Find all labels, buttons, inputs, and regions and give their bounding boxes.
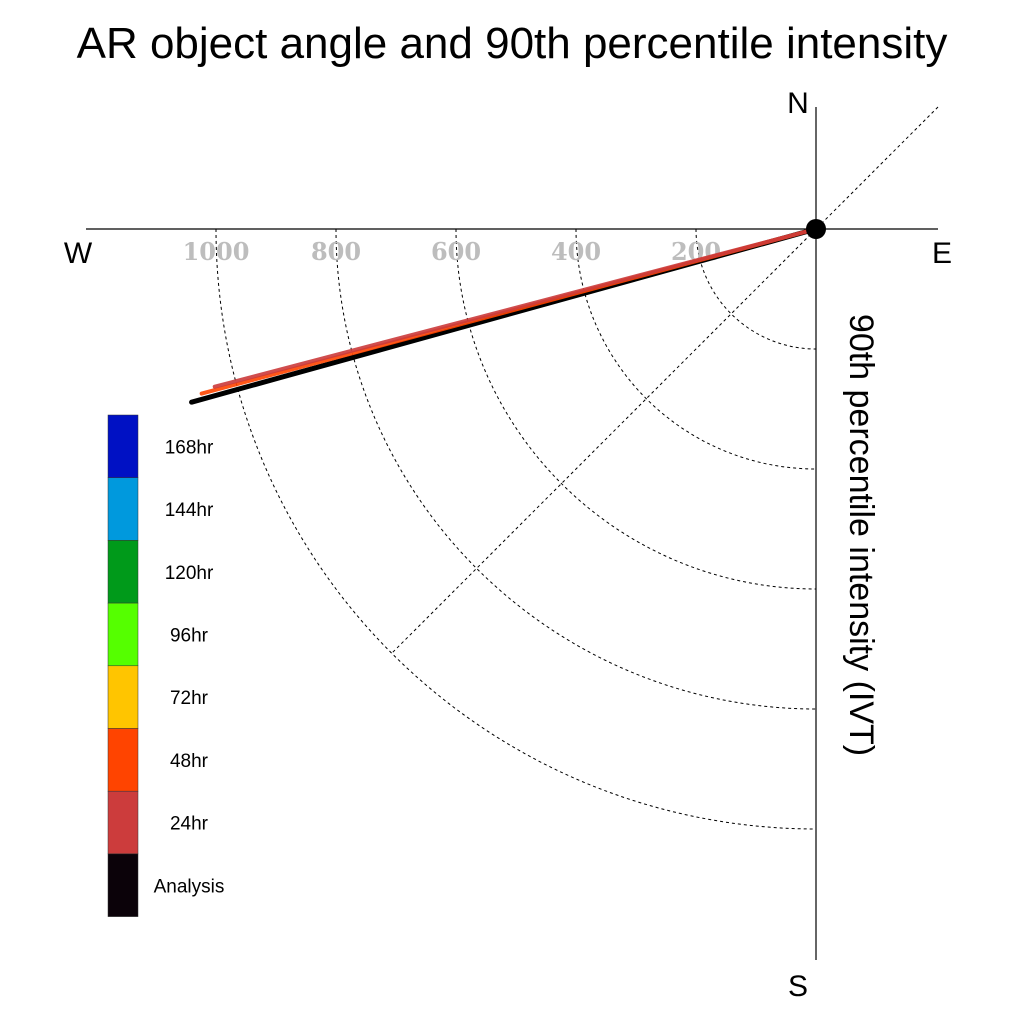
chart-series — [189, 219, 826, 405]
legend: 168hr 144hr 120hr 96hr 72hr 48hr 24hr Analysis — [107, 414, 225, 917]
compass-east-label: E — [932, 237, 952, 270]
legend-swatch-120hr — [107, 540, 139, 604]
tick-label-400: 400 — [551, 237, 601, 266]
chart-axes — [86, 107, 938, 960]
legend-label-168hr: 168hr — [165, 437, 214, 458]
grid-ring-600 — [455, 228, 817, 590]
chart-title: AR object angle and 90th percentile inte… — [77, 19, 948, 68]
legend-swatch-72hr — [107, 665, 139, 729]
compass-west-label: W — [64, 237, 93, 270]
compass-south-label: S — [788, 970, 808, 1003]
legend-label-144hr: 144hr — [165, 500, 214, 521]
radial-axis-label: 90th percentile intensity (IVT) — [842, 314, 880, 756]
grid-diagonal — [391, 106, 939, 654]
legend-label-48hr: 48hr — [170, 751, 209, 772]
legend-label-120hr: 120hr — [165, 563, 214, 584]
legend-label-72hr: 72hr — [170, 688, 209, 709]
legend-label-analysis: Analysis — [154, 876, 225, 897]
legend-swatch-analysis — [107, 853, 139, 917]
tick-label-800: 800 — [311, 237, 361, 266]
grid-ring-400 — [575, 228, 817, 470]
origin-point — [806, 219, 826, 239]
grid-ring-1000 — [215, 228, 817, 830]
compass-north-label: N — [787, 87, 809, 120]
tick-label-600: 600 — [431, 237, 481, 266]
legend-swatch-168hr — [107, 414, 139, 478]
legend-swatch-24hr — [107, 790, 139, 855]
tick-label-1000: 1000 — [183, 237, 250, 266]
legend-swatch-144hr — [107, 477, 139, 541]
legend-label-24hr: 24hr — [170, 814, 209, 835]
legend-label-96hr: 96hr — [170, 625, 209, 646]
series-line-24hr — [212, 227, 818, 389]
legend-swatch-96hr — [107, 602, 139, 667]
legend-swatch-48hr — [107, 728, 139, 792]
grid-ring-200 — [695, 228, 817, 350]
chart-grid — [215, 106, 939, 830]
